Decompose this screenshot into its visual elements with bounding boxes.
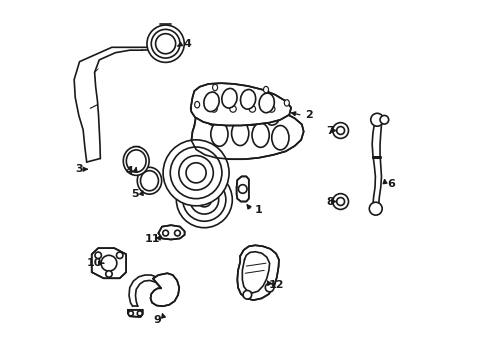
- Circle shape: [379, 116, 388, 124]
- Circle shape: [101, 255, 117, 271]
- Text: 6: 6: [387, 179, 395, 189]
- Circle shape: [243, 291, 251, 299]
- Ellipse shape: [231, 121, 248, 145]
- Ellipse shape: [194, 102, 199, 108]
- Circle shape: [176, 172, 232, 228]
- Text: 10: 10: [87, 258, 102, 268]
- Ellipse shape: [137, 167, 162, 194]
- Ellipse shape: [268, 106, 274, 112]
- Text: 3: 3: [76, 164, 83, 174]
- Polygon shape: [191, 103, 303, 159]
- Text: 4: 4: [125, 166, 133, 176]
- Circle shape: [370, 113, 383, 126]
- Text: 11: 11: [144, 234, 160, 244]
- Text: 5: 5: [131, 189, 139, 199]
- Ellipse shape: [245, 106, 260, 125]
- Ellipse shape: [271, 126, 288, 150]
- Circle shape: [116, 252, 122, 258]
- Polygon shape: [150, 273, 179, 306]
- Ellipse shape: [206, 106, 221, 125]
- Circle shape: [238, 185, 246, 193]
- Polygon shape: [128, 310, 142, 317]
- Circle shape: [332, 194, 348, 210]
- Text: 4: 4: [183, 40, 191, 49]
- Circle shape: [95, 252, 101, 258]
- Text: 2: 2: [305, 111, 312, 121]
- Circle shape: [128, 311, 133, 316]
- Ellipse shape: [203, 92, 219, 112]
- Ellipse shape: [212, 84, 217, 91]
- Polygon shape: [92, 248, 126, 278]
- Ellipse shape: [265, 106, 280, 125]
- Circle shape: [265, 283, 273, 292]
- Ellipse shape: [210, 122, 227, 146]
- Text: 8: 8: [325, 197, 333, 207]
- Ellipse shape: [251, 123, 269, 147]
- Circle shape: [197, 193, 211, 207]
- Ellipse shape: [226, 106, 241, 125]
- Circle shape: [137, 311, 142, 316]
- Ellipse shape: [249, 106, 255, 112]
- Ellipse shape: [284, 100, 289, 106]
- Polygon shape: [236, 176, 248, 202]
- Text: 7: 7: [325, 126, 333, 135]
- Text: 12: 12: [268, 280, 283, 290]
- Polygon shape: [237, 245, 278, 300]
- Ellipse shape: [240, 90, 255, 109]
- Text: 1: 1: [254, 206, 262, 216]
- Circle shape: [163, 230, 168, 236]
- Ellipse shape: [123, 147, 149, 175]
- Circle shape: [185, 163, 206, 183]
- Ellipse shape: [229, 106, 236, 112]
- Ellipse shape: [263, 86, 268, 93]
- Circle shape: [174, 230, 180, 236]
- Circle shape: [147, 25, 184, 62]
- Circle shape: [105, 271, 112, 277]
- Circle shape: [332, 123, 348, 138]
- Ellipse shape: [259, 93, 274, 113]
- Text: 9: 9: [153, 315, 162, 325]
- Polygon shape: [190, 83, 290, 126]
- Polygon shape: [158, 225, 184, 239]
- Circle shape: [163, 140, 228, 206]
- Ellipse shape: [210, 106, 217, 112]
- Circle shape: [368, 202, 382, 215]
- Ellipse shape: [222, 89, 237, 108]
